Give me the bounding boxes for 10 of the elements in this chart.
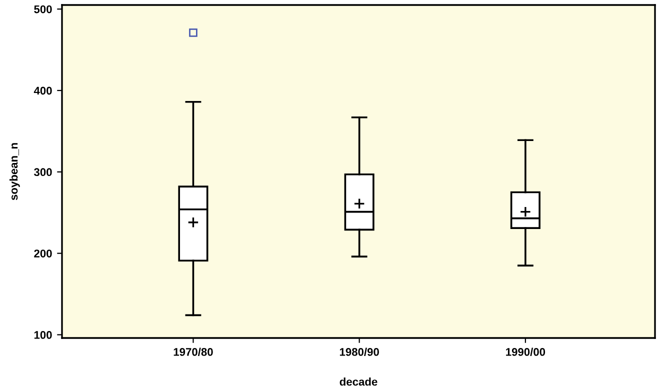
y-axis-title: soybean_n [9,143,20,200]
y-tick-label: 500 [34,5,52,14]
x-tick-label: 1970/80 [174,348,213,356]
x-tick-label: 1990/00 [506,348,546,356]
y-tick-label: 300 [34,168,52,176]
y-tick-label: 200 [34,250,52,258]
x-axis-title: decade [340,378,378,386]
x-tick-label: 1980/90 [340,348,379,356]
y-tick-label: 100 [34,331,52,339]
y-tick-label: 400 [34,86,52,95]
